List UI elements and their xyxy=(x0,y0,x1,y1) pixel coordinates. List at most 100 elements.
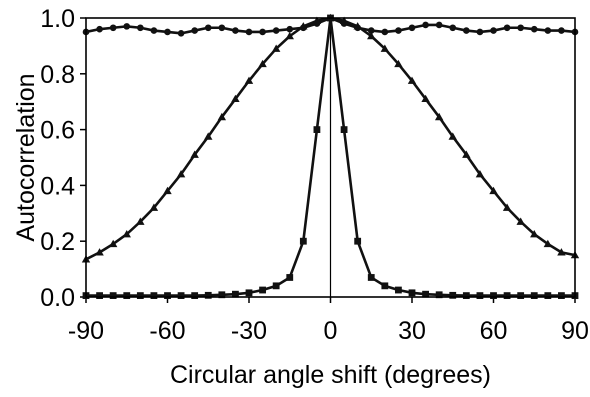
data-point-square xyxy=(395,286,402,294)
y-tick-label: 0.0 xyxy=(40,284,75,312)
data-point-circle xyxy=(137,24,144,32)
data-point-triangle xyxy=(516,217,525,225)
data-point-triangle xyxy=(475,170,485,178)
data-point-triangle xyxy=(299,22,308,30)
data-point-circle xyxy=(109,24,117,32)
data-point-circle xyxy=(177,30,185,37)
data-point-triangle xyxy=(462,150,471,158)
data-point-triangle xyxy=(557,248,566,256)
data-point-circle xyxy=(517,24,524,32)
data-point-square xyxy=(462,292,470,300)
x-tick-label: -90 xyxy=(68,317,104,345)
data-point-circle xyxy=(123,23,131,30)
data-point-square xyxy=(503,292,511,300)
data-point-circle xyxy=(476,28,484,36)
data-point-triangle xyxy=(339,16,349,24)
data-point-triangle xyxy=(136,217,145,225)
data-point-triangle xyxy=(217,112,227,121)
x-tick-label: 60 xyxy=(480,317,508,345)
data-point-square xyxy=(191,292,199,300)
y-tick-label: 0.8 xyxy=(40,61,75,89)
data-point-circle xyxy=(272,27,280,34)
data-point-triangle xyxy=(353,22,362,30)
data-point-circle xyxy=(544,27,552,34)
data-point-circle xyxy=(367,27,375,34)
data-point-circle xyxy=(490,27,497,34)
data-point-triangle xyxy=(421,94,430,103)
data-point-triangle xyxy=(149,203,159,211)
data-point-square xyxy=(245,289,253,297)
data-point-circle xyxy=(286,25,294,33)
data-point-circle xyxy=(150,27,158,34)
data-point-circle xyxy=(204,24,212,32)
data-point-circle xyxy=(449,24,457,32)
data-point-square xyxy=(286,274,294,281)
y-tick-label: 0.4 xyxy=(40,172,75,200)
data-point-square xyxy=(164,292,171,300)
data-point-square xyxy=(435,291,443,299)
data-point-square xyxy=(476,292,484,300)
data-point-triangle xyxy=(380,44,390,52)
data-point-circle xyxy=(96,25,103,33)
data-point-square xyxy=(530,292,538,300)
data-point-triangle xyxy=(204,132,213,140)
data-point-square xyxy=(204,291,212,299)
y-tick-label: 1.0 xyxy=(40,5,75,33)
plot-frame xyxy=(85,17,576,298)
x-tick-label: 30 xyxy=(398,317,426,345)
data-point-circle xyxy=(530,25,538,33)
data-point-triangle xyxy=(502,203,512,211)
data-point-square xyxy=(96,292,103,300)
data-point-square xyxy=(490,292,497,300)
data-point-triangle xyxy=(122,230,131,238)
data-point-circle xyxy=(463,27,470,34)
data-point-square xyxy=(136,292,144,300)
data-point-square xyxy=(177,292,185,300)
data-point-triangle xyxy=(163,186,172,195)
data-point-circle xyxy=(232,27,239,34)
data-point-circle xyxy=(381,28,389,36)
data-point-circle xyxy=(435,21,443,29)
data-point-triangle xyxy=(190,150,199,158)
data-point-circle xyxy=(191,27,198,34)
data-point-circle xyxy=(164,28,171,36)
data-point-triangle xyxy=(543,239,553,248)
data-point-square xyxy=(422,290,429,298)
data-point-triangle xyxy=(108,239,118,248)
data-point-square xyxy=(313,126,321,133)
data-point-circle xyxy=(259,28,266,36)
data-point-circle xyxy=(395,27,402,34)
data-point-square xyxy=(299,237,307,245)
x-tick-label: 0 xyxy=(324,317,338,345)
data-point-square xyxy=(259,286,266,294)
data-point-triangle xyxy=(176,170,186,178)
data-point-square xyxy=(381,282,389,290)
data-point-triangle xyxy=(448,132,457,140)
data-point-triangle xyxy=(285,31,294,40)
data-point-square xyxy=(123,292,131,300)
plot-frame-group xyxy=(85,17,576,298)
data-point-triangle xyxy=(244,76,254,84)
data-point-square xyxy=(449,291,457,299)
series-triangle xyxy=(81,13,580,263)
data-point-triangle xyxy=(271,44,281,52)
data-point-square xyxy=(517,292,525,300)
data-point-triangle xyxy=(367,31,376,40)
data-point-triangle xyxy=(312,16,322,24)
data-point-square xyxy=(272,282,280,290)
data-point-circle xyxy=(408,24,416,32)
data-point-circle xyxy=(245,28,253,36)
x-tick-label: -60 xyxy=(149,317,185,345)
data-point-square xyxy=(354,237,362,245)
data-point-circle xyxy=(422,21,429,29)
data-point-square xyxy=(340,126,348,133)
x-tick-label: -30 xyxy=(231,317,267,345)
axis-ticks: 0.0 0.2 0.4 0.6 0.8 1.0 -90 -60 -30 0 30 60 90 xyxy=(40,5,589,345)
data-point-triangle xyxy=(258,59,267,68)
data-point-triangle xyxy=(434,112,444,121)
y-tick-label: 0.6 xyxy=(40,117,75,145)
data-point-triangle xyxy=(394,59,403,68)
data-point-square xyxy=(558,292,565,300)
